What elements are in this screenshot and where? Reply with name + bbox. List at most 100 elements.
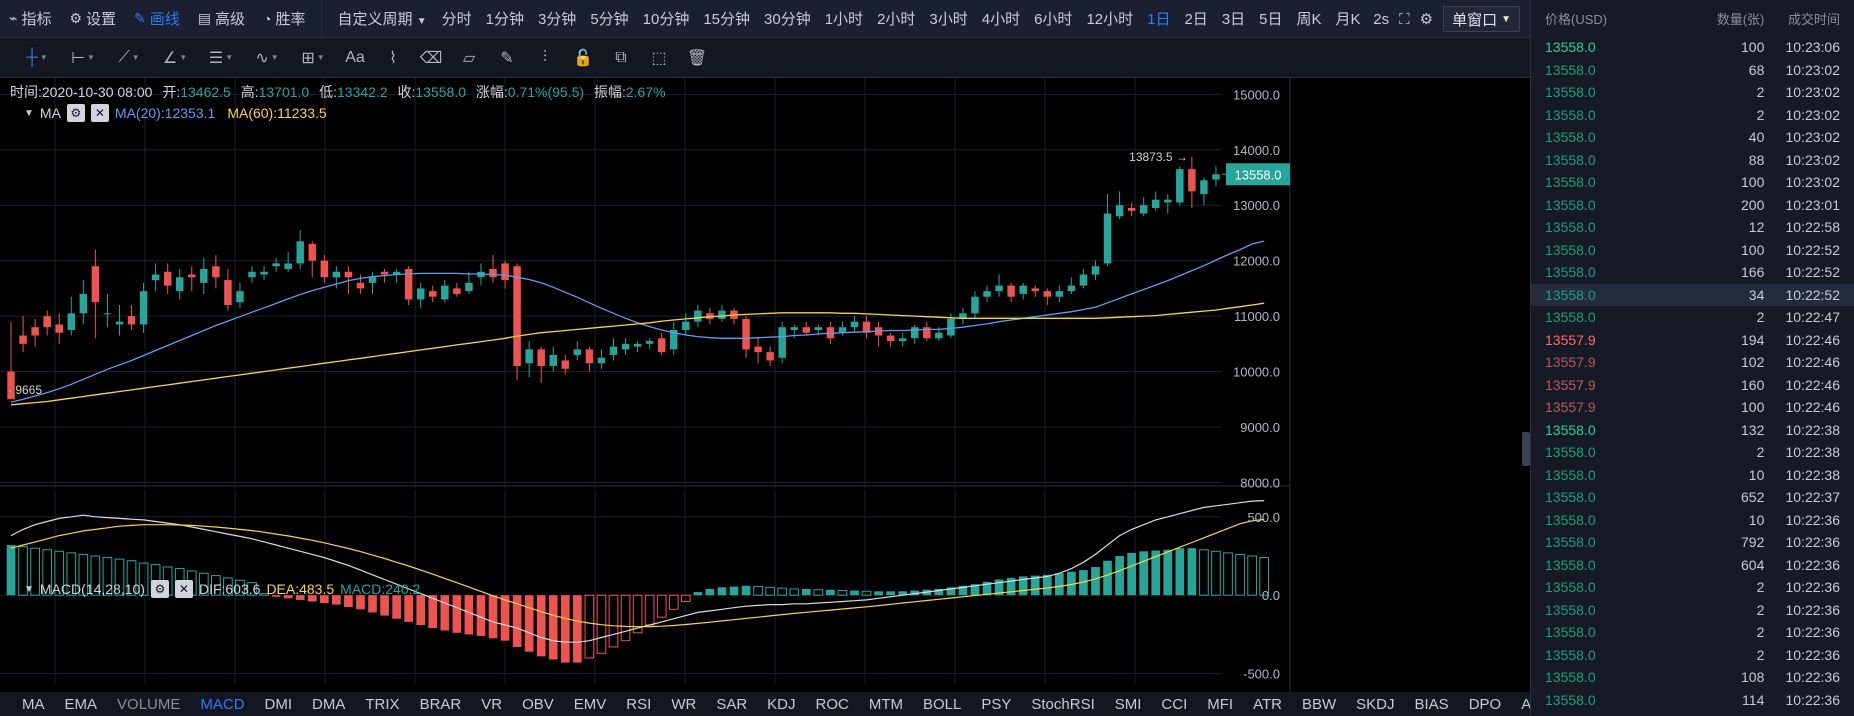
candle [911, 324, 919, 344]
draw-tool-crosshair[interactable]: ┼ ▼ [14, 43, 60, 73]
candle [248, 266, 256, 283]
indicator-tab-smi[interactable]: SMI [1114, 695, 1142, 713]
period-15[interactable]: 3日 [1221, 11, 1246, 28]
grid [0, 78, 1222, 684]
period-12[interactable]: 12小时 [1086, 11, 1134, 28]
indicator-tab-stochrsi[interactable]: StochRSI [1031, 695, 1095, 713]
draw-tool-wave[interactable]: ∿ ▼ [244, 43, 290, 73]
draw-tool-horizontal-ray[interactable]: ⊢ ▼ [60, 43, 106, 73]
period-17[interactable]: 周K [1296, 11, 1322, 28]
draw-tool-trash[interactable]: 🗑 [678, 43, 716, 73]
tool-gear[interactable]: ⚙ 设置 [60, 0, 125, 38]
candle-body [236, 291, 244, 303]
draw-tool-ruler[interactable]: ▱ [450, 43, 488, 73]
period-8[interactable]: 2小时 [877, 11, 916, 28]
indicator-tab-ma[interactable]: MA [22, 695, 45, 713]
candle [995, 274, 1003, 297]
draw-tool-trend-line[interactable]: ⟋ ▼ [106, 43, 152, 73]
pen-icon: ✎ [500, 49, 514, 67]
draw-tool-pen[interactable]: ✎ [488, 43, 526, 73]
indicator-tab-dpo[interactable]: DPO [1468, 695, 1502, 713]
indicator-tab-boll[interactable]: BOLL [923, 695, 962, 713]
indicator-tab-wr[interactable]: WR [671, 695, 697, 713]
period-6[interactable]: 30分钟 [764, 11, 811, 28]
macd-bar [668, 594, 679, 610]
collapse-caret-icon[interactable]: ▼ [24, 583, 34, 595]
indicator-tab-dma[interactable]: DMA [312, 695, 346, 713]
period-16[interactable]: 5日 [1259, 11, 1283, 28]
indicator-tab-volume[interactable]: VOLUME [117, 695, 181, 713]
indicator-tab-macd[interactable]: MACD [200, 695, 245, 713]
indicator-tab-emv[interactable]: EMV [573, 695, 607, 713]
indicator-tab-sar[interactable]: SAR [716, 695, 748, 713]
indicator-tab-bbw[interactable]: BBW [1301, 695, 1337, 713]
period-10[interactable]: 4小时 [981, 11, 1021, 28]
indicator-tab-obv[interactable]: OBV [522, 695, 554, 713]
refresh-interval[interactable]: 2s [1373, 10, 1390, 28]
period-2[interactable]: 3分钟 [537, 11, 577, 28]
draw-tool-grid[interactable]: ⊞ ▼ [290, 43, 336, 73]
tool-calendar[interactable]: ▤ 高级 [189, 0, 254, 38]
draw-tool-lock[interactable]: 🔓 [564, 43, 602, 73]
tool-gauge[interactable]: ◔ 胜率 [254, 0, 314, 38]
custom-period-dropdown[interactable]: 自定义周期 ▼ [328, 8, 435, 29]
macd-bar [42, 549, 53, 596]
indicator-tab-atr[interactable]: ATR [1253, 695, 1282, 713]
draw-tool-text[interactable]: Aa [336, 43, 374, 73]
indicator-tab-rsi[interactable]: RSI [626, 695, 652, 713]
period-4[interactable]: 10分钟 [642, 11, 690, 28]
indicator-tab-vr[interactable]: VR [481, 695, 503, 713]
draw-tool-parallel-lines[interactable]: ☰ ▼ [198, 43, 244, 73]
trade-time: 10:23:02 [1785, 129, 1841, 146]
indicator-tab-bias[interactable]: BIAS [1414, 695, 1449, 713]
period-5[interactable]: 15分钟 [703, 11, 751, 28]
period-0[interactable]: 分时 [441, 11, 472, 28]
period-7[interactable]: 1小时 [824, 11, 864, 28]
price-chart[interactable]: 15000.0 14000.0 13000.0 12000.0 11000.0 10000… [0, 78, 1530, 692]
change-label: 涨幅: [475, 84, 508, 100]
draw-tool-screenshot[interactable]: ⬚ [640, 43, 678, 73]
panel-collapse-handle[interactable] [1522, 432, 1530, 466]
tool-pencil[interactable]: ✎ 画线 [125, 0, 189, 38]
macd-bar [982, 581, 992, 596]
macd-close-icon[interactable]: ✕ [174, 580, 193, 598]
period-9[interactable]: 3小时 [929, 11, 968, 28]
period-18[interactable]: 月K [1335, 11, 1361, 28]
fullscreen-icon[interactable]: ⛶ [1399, 10, 1410, 28]
indicator-tab-cci[interactable]: CCI [1161, 695, 1188, 713]
collapse-caret-icon[interactable]: ▼ [24, 107, 34, 119]
candle-body [814, 327, 823, 330]
indicator-tab-mtm[interactable]: MTM [868, 695, 903, 713]
candle [525, 341, 533, 378]
trade-qty: 160 [1741, 376, 1765, 393]
settings-icon[interactable]: ⚙ [1419, 11, 1434, 28]
indicator-tab-brar[interactable]: BRAR [419, 695, 462, 713]
candle-body [272, 263, 280, 267]
indicator-tab-kdj[interactable]: KDJ [767, 695, 796, 713]
indicator-tab-ema[interactable]: EMA [64, 695, 98, 713]
indicator-tab-trix[interactable]: TRIX [365, 695, 400, 713]
draw-tool-eraser[interactable]: ⌫ [412, 43, 450, 73]
candle-body [1212, 174, 1220, 180]
candle [260, 266, 268, 281]
indicator-tab-dmi[interactable]: DMI [264, 695, 293, 713]
tool-chart-line[interactable]: ⌁ 指标 [0, 0, 60, 38]
indicator-tab-skdj[interactable]: SKDJ [1356, 695, 1395, 713]
period-14[interactable]: 2日 [1184, 11, 1208, 28]
period-13[interactable]: 1日 [1147, 11, 1171, 28]
period-1[interactable]: 1分钟 [485, 11, 524, 28]
window-mode-select[interactable]: 单窗口 ▼ [1443, 6, 1520, 32]
ma-close-icon[interactable]: ✕ [90, 104, 109, 122]
indicator-tab-psy[interactable]: PSY [981, 695, 1012, 713]
indicator-tab-mfi[interactable]: MFI [1207, 695, 1234, 713]
macd-settings-icon[interactable]: ⚙ [150, 580, 169, 598]
period-3[interactable]: 5分钟 [590, 11, 629, 28]
candle [1176, 166, 1184, 206]
draw-tool-angle[interactable]: ∠ ▼ [152, 43, 198, 73]
period-11[interactable]: 6小时 [1034, 11, 1073, 28]
ma-settings-icon[interactable]: ⚙ [66, 104, 85, 122]
draw-tool-copy[interactable]: ⧉ [602, 43, 640, 73]
draw-tool-measure[interactable]: ⫶ [526, 43, 564, 73]
indicator-tab-roc[interactable]: ROC [815, 695, 849, 713]
draw-tool-brush[interactable]: ⌇ [374, 43, 412, 73]
